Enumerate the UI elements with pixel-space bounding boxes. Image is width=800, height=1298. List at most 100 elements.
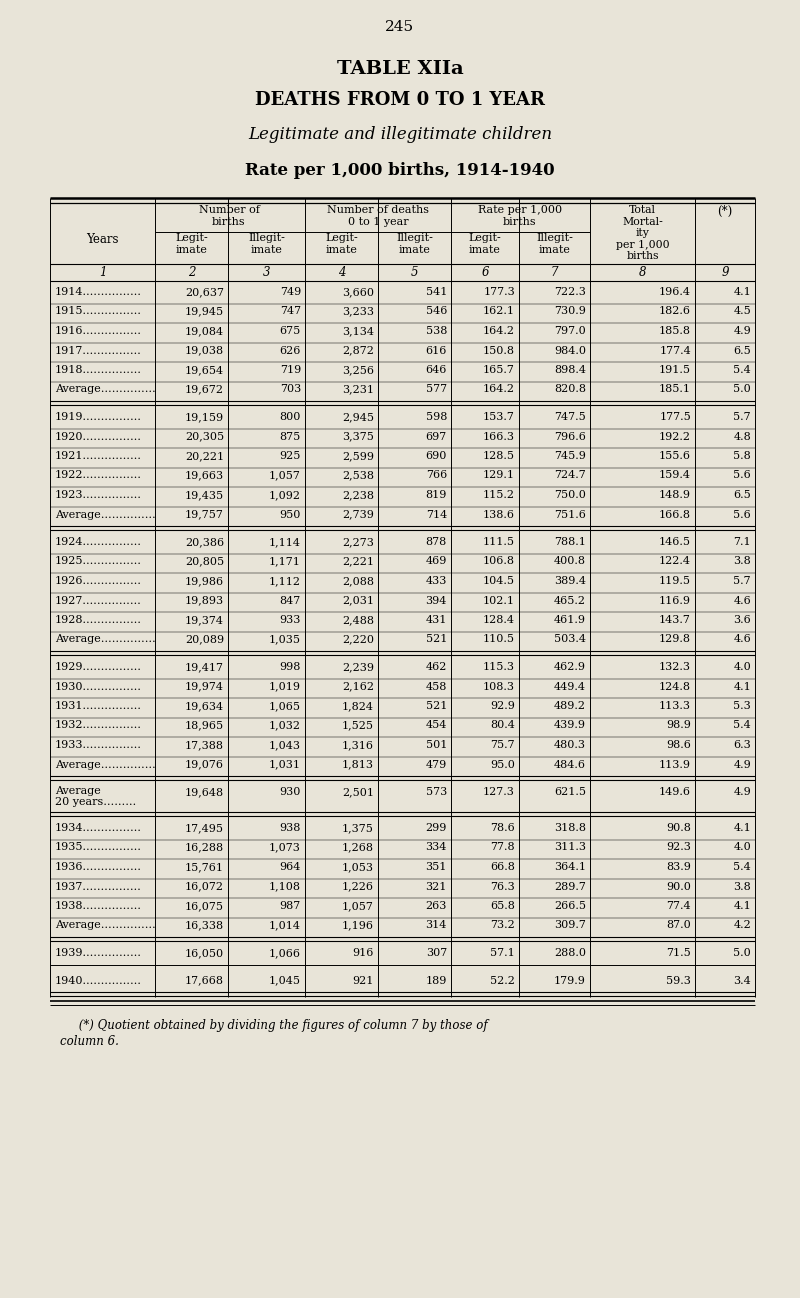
Text: 3.8: 3.8 bbox=[734, 881, 751, 892]
Text: 2,501: 2,501 bbox=[342, 787, 374, 797]
Text: 750.0: 750.0 bbox=[554, 491, 586, 500]
Text: 289.7: 289.7 bbox=[554, 881, 586, 892]
Text: 185.8: 185.8 bbox=[659, 326, 691, 336]
Text: 925: 925 bbox=[280, 450, 301, 461]
Text: 626: 626 bbox=[280, 345, 301, 356]
Text: 875: 875 bbox=[280, 431, 301, 441]
Text: 119.5: 119.5 bbox=[659, 576, 691, 585]
Text: 5.7: 5.7 bbox=[734, 411, 751, 422]
Text: 263: 263 bbox=[426, 901, 447, 911]
Text: 2,239: 2,239 bbox=[342, 662, 374, 672]
Text: 766: 766 bbox=[426, 470, 447, 480]
Text: 76.3: 76.3 bbox=[490, 881, 515, 892]
Text: 1937.……………: 1937.…………… bbox=[55, 881, 142, 892]
Text: 1922.……………: 1922.…………… bbox=[55, 470, 142, 480]
Text: Rate per 1,000 births, 1914-1940: Rate per 1,000 births, 1914-1940 bbox=[245, 162, 555, 179]
Text: 299: 299 bbox=[426, 823, 447, 833]
Text: 5.0: 5.0 bbox=[734, 384, 751, 395]
Text: 2,088: 2,088 bbox=[342, 576, 374, 585]
Text: 480.3: 480.3 bbox=[554, 740, 586, 750]
Text: 745.9: 745.9 bbox=[554, 450, 586, 461]
Text: 2,945: 2,945 bbox=[342, 411, 374, 422]
Text: 2: 2 bbox=[188, 266, 195, 279]
Text: 19,893: 19,893 bbox=[185, 596, 224, 605]
Text: Average……………: Average…………… bbox=[55, 759, 156, 770]
Text: 321: 321 bbox=[426, 881, 447, 892]
Text: 1,031: 1,031 bbox=[269, 759, 301, 770]
Text: 364.1: 364.1 bbox=[554, 862, 586, 872]
Text: 15,761: 15,761 bbox=[185, 862, 224, 872]
Text: 150.8: 150.8 bbox=[483, 345, 515, 356]
Text: 166.3: 166.3 bbox=[483, 431, 515, 441]
Text: 166.8: 166.8 bbox=[659, 510, 691, 519]
Text: 318.8: 318.8 bbox=[554, 823, 586, 833]
Text: 2,220: 2,220 bbox=[342, 635, 374, 645]
Text: 132.3: 132.3 bbox=[659, 662, 691, 672]
Text: 3: 3 bbox=[262, 266, 270, 279]
Text: 484.6: 484.6 bbox=[554, 759, 586, 770]
Text: 165.7: 165.7 bbox=[483, 365, 515, 375]
Text: 78.6: 78.6 bbox=[490, 823, 515, 833]
Text: 3,256: 3,256 bbox=[342, 365, 374, 375]
Text: 847: 847 bbox=[280, 596, 301, 605]
Text: 1,171: 1,171 bbox=[269, 557, 301, 566]
Text: 621.5: 621.5 bbox=[554, 787, 586, 797]
Text: 5.8: 5.8 bbox=[734, 450, 751, 461]
Text: 4.8: 4.8 bbox=[734, 431, 751, 441]
Text: 20,305: 20,305 bbox=[185, 431, 224, 441]
Text: 129.8: 129.8 bbox=[659, 635, 691, 645]
Text: 95.0: 95.0 bbox=[490, 759, 515, 770]
Text: 3,233: 3,233 bbox=[342, 306, 374, 317]
Text: 191.5: 191.5 bbox=[659, 365, 691, 375]
Text: 489.2: 489.2 bbox=[554, 701, 586, 711]
Text: 964: 964 bbox=[280, 862, 301, 872]
Text: Average……………: Average…………… bbox=[55, 920, 156, 931]
Text: 433: 433 bbox=[426, 576, 447, 585]
Text: 90.0: 90.0 bbox=[666, 881, 691, 892]
Text: 5.4: 5.4 bbox=[734, 720, 751, 731]
Text: 16,075: 16,075 bbox=[185, 901, 224, 911]
Text: 538: 538 bbox=[426, 326, 447, 336]
Text: 5.7: 5.7 bbox=[734, 576, 751, 585]
Text: Illegit-
imate: Illegit- imate bbox=[536, 234, 573, 254]
Text: 933: 933 bbox=[280, 615, 301, 626]
Text: 2,162: 2,162 bbox=[342, 681, 374, 692]
Text: 20 years………: 20 years……… bbox=[55, 797, 136, 807]
Text: 1,065: 1,065 bbox=[269, 701, 301, 711]
Text: 1919.……………: 1919.…………… bbox=[55, 411, 142, 422]
Text: 7: 7 bbox=[550, 266, 558, 279]
Text: 4.1: 4.1 bbox=[734, 681, 751, 692]
Text: 65.8: 65.8 bbox=[490, 901, 515, 911]
Text: 458: 458 bbox=[426, 681, 447, 692]
Text: 73.2: 73.2 bbox=[490, 920, 515, 931]
Text: 938: 938 bbox=[280, 823, 301, 833]
Text: 3.4: 3.4 bbox=[734, 976, 751, 985]
Text: 1931.……………: 1931.…………… bbox=[55, 701, 142, 711]
Text: 1,045: 1,045 bbox=[269, 976, 301, 985]
Text: Illegit-
imate: Illegit- imate bbox=[248, 234, 285, 254]
Text: 4.9: 4.9 bbox=[734, 326, 751, 336]
Text: 57.1: 57.1 bbox=[490, 948, 515, 958]
Text: 469: 469 bbox=[426, 557, 447, 566]
Text: 1,108: 1,108 bbox=[269, 881, 301, 892]
Text: 1,375: 1,375 bbox=[342, 823, 374, 833]
Text: 1,043: 1,043 bbox=[269, 740, 301, 750]
Text: 4.1: 4.1 bbox=[734, 823, 751, 833]
Text: 577: 577 bbox=[426, 384, 447, 395]
Text: 2,221: 2,221 bbox=[342, 557, 374, 566]
Text: 177.4: 177.4 bbox=[659, 345, 691, 356]
Text: 6: 6 bbox=[482, 266, 489, 279]
Text: 2,538: 2,538 bbox=[342, 470, 374, 480]
Text: 111.5: 111.5 bbox=[483, 537, 515, 546]
Text: 4.1: 4.1 bbox=[734, 901, 751, 911]
Text: 1934.……………: 1934.…………… bbox=[55, 823, 142, 833]
Text: Number of
births: Number of births bbox=[198, 205, 259, 227]
Text: 1,316: 1,316 bbox=[342, 740, 374, 750]
Text: 598: 598 bbox=[426, 411, 447, 422]
Text: (*) Quotient obtained by dividing the figures of column 7 by those of: (*) Quotient obtained by dividing the fi… bbox=[60, 1019, 488, 1032]
Text: 149.6: 149.6 bbox=[659, 787, 691, 797]
Text: Years: Years bbox=[86, 234, 118, 247]
Text: 1933.……………: 1933.…………… bbox=[55, 740, 142, 750]
Text: 122.4: 122.4 bbox=[659, 557, 691, 566]
Text: 113.3: 113.3 bbox=[659, 701, 691, 711]
